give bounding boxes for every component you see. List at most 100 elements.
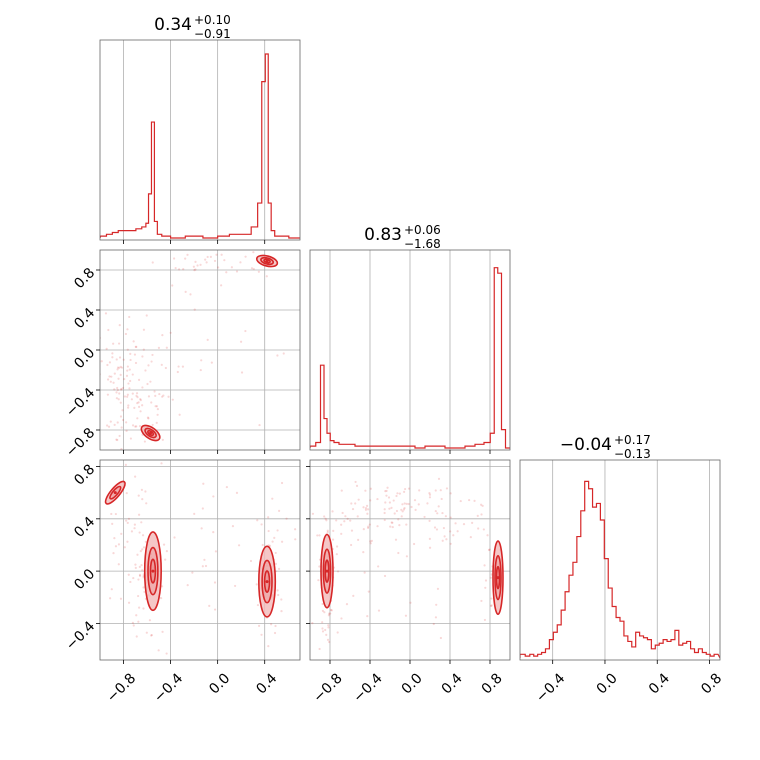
scatter-point (345, 603, 349, 606)
histogram-bin (573, 562, 577, 658)
scatter-point (129, 352, 132, 356)
panel-title-plus: +0.17 (614, 433, 651, 447)
scatter-point (139, 550, 142, 553)
scatter-point (444, 515, 447, 518)
scatter-point (153, 390, 156, 393)
scatter-point (144, 540, 147, 543)
scatter-point (120, 426, 123, 429)
histogram-bin (538, 654, 542, 658)
scatter-point (150, 360, 153, 363)
scatter-point (138, 573, 142, 576)
scatter-point (487, 548, 491, 552)
scatter-point (234, 584, 237, 588)
scatter-point (369, 487, 372, 490)
scatter-point (370, 539, 373, 543)
histogram-bin (310, 446, 316, 448)
scatter-point (155, 421, 158, 424)
histogram-bin (663, 640, 667, 658)
scatter-point (280, 540, 284, 543)
scatter-point (132, 624, 135, 627)
histogram-bin (425, 446, 435, 448)
scatter-point (331, 510, 334, 513)
scatter-point (143, 440, 146, 443)
histogram-bin (545, 649, 549, 658)
scatter-point (280, 481, 284, 485)
histogram-bin (675, 630, 679, 658)
scatter-point (468, 498, 471, 502)
scatter-point (141, 498, 144, 501)
scatter-point (127, 517, 131, 520)
contour-peak (496, 576, 500, 580)
scatter-point (268, 544, 272, 547)
scatter-point (255, 583, 258, 586)
scatter-point (124, 332, 128, 336)
histogram-bin (395, 446, 405, 448)
histogram-bin (502, 430, 506, 448)
scatter-point (244, 255, 247, 258)
scatter-point (280, 609, 283, 613)
histogram-bin (251, 227, 257, 238)
scatter-point (350, 529, 354, 532)
scatter-point (213, 608, 217, 611)
scatter-point (326, 638, 330, 641)
scatter-point (428, 537, 431, 541)
histogram-bin (604, 559, 608, 658)
scatter-point (147, 417, 150, 420)
scatter-point (452, 534, 455, 537)
scatter-point (182, 268, 185, 271)
scatter-point (123, 395, 127, 398)
scatter-point (402, 508, 406, 511)
scatter-point (135, 635, 138, 638)
histogram-bin (258, 203, 262, 238)
scatter-point (428, 492, 431, 495)
scatter-point (276, 589, 279, 592)
scatter-point (261, 543, 264, 547)
scatter-point (367, 525, 370, 528)
scatter-point (340, 489, 343, 492)
scatter-point (196, 264, 199, 267)
scatter-point (445, 538, 448, 541)
scatter-point (116, 368, 119, 371)
scatter-point (120, 387, 123, 391)
histogram-bin (321, 365, 325, 448)
scatter-point (357, 538, 360, 541)
scatter-point (201, 507, 204, 510)
scatter-point (271, 497, 274, 500)
scatter-point (389, 525, 392, 528)
scatter-point (189, 293, 192, 296)
scatter-point (428, 519, 431, 522)
histogram-bin (375, 446, 385, 448)
scatter-point (128, 368, 131, 371)
scatter-point (149, 380, 152, 383)
scatter-point (398, 492, 401, 495)
scatter-point (276, 354, 279, 357)
histogram-bin (530, 654, 534, 658)
histogram-bin (698, 649, 702, 658)
scatter-point (145, 631, 148, 634)
scatter-point (344, 515, 347, 518)
histogram-bin (659, 643, 663, 658)
scatter-point (113, 537, 116, 540)
scatter-point (340, 523, 343, 526)
scatter-point (139, 410, 142, 413)
scatter-point (125, 429, 128, 432)
scatter-point (165, 652, 168, 655)
scatter-point (117, 398, 120, 401)
scatter-point (121, 409, 124, 412)
scatter-point (213, 581, 217, 584)
corner-param-1-marks (100, 53, 300, 239)
scatter-point (385, 494, 388, 497)
scatter-point (473, 499, 476, 502)
corner-param-3: −0.4 0.0 0.4 0.8 −0.04 +0.17−0.13 (519, 433, 725, 706)
scatter-point (414, 508, 417, 511)
scatter-point (137, 513, 141, 516)
histogram-bin (557, 625, 561, 658)
scatter-point (112, 342, 115, 345)
scatter-point (117, 342, 121, 345)
y-tick-label: −0.8 (63, 425, 98, 460)
scatter-point (137, 578, 140, 581)
x-tick-label: −0.4 (151, 670, 186, 705)
scatter-point (294, 528, 297, 531)
scatter-point (417, 503, 420, 506)
histogram-bin (612, 606, 616, 658)
